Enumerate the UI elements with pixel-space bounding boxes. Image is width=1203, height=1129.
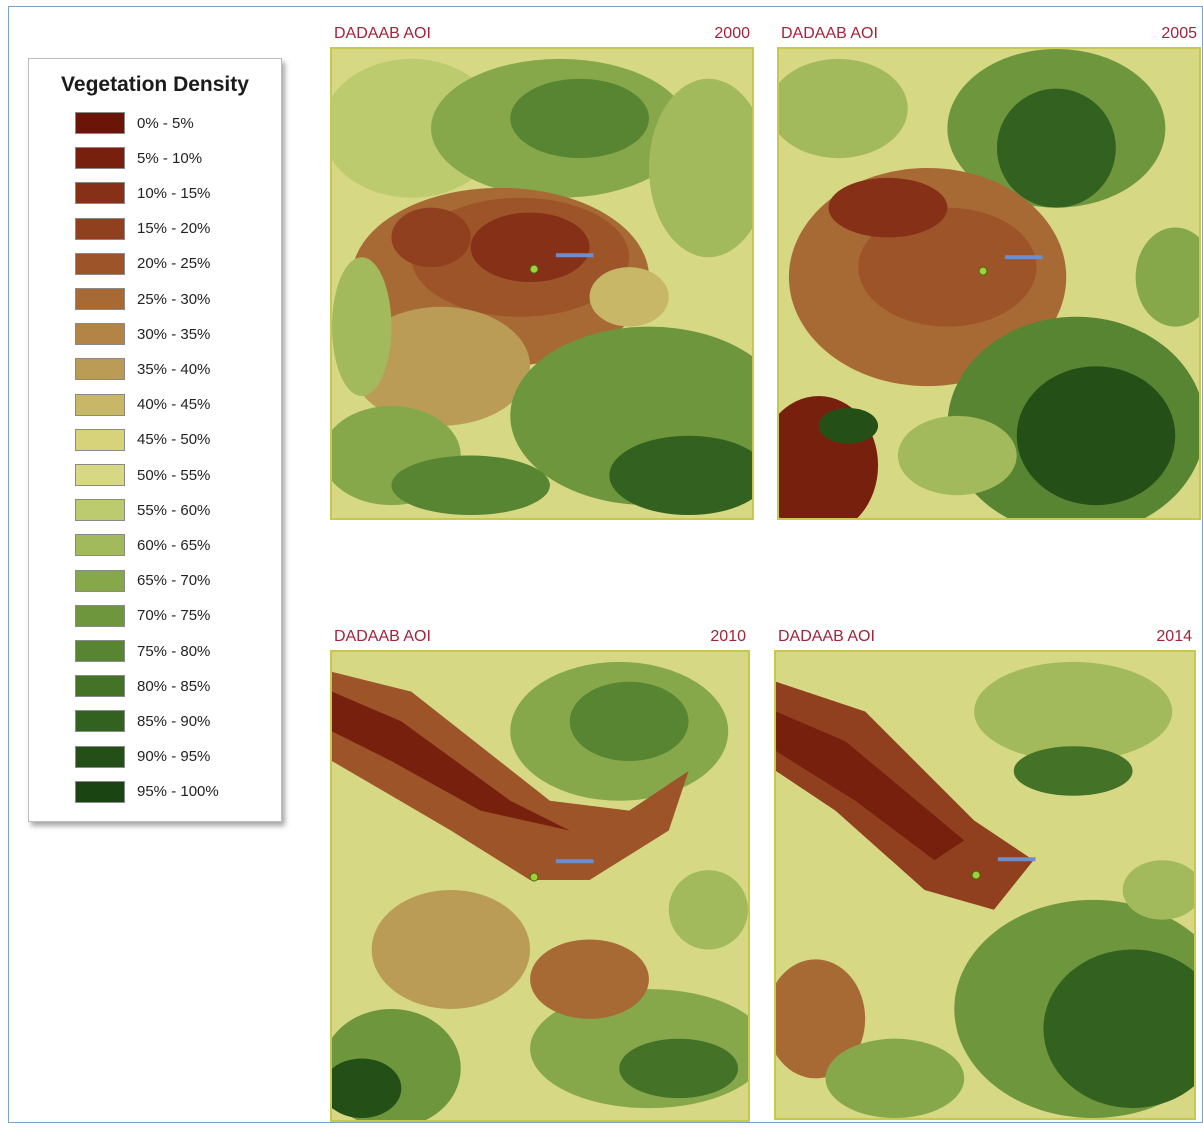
legend-item: 35% - 40% (75, 357, 210, 381)
legend-item: 15% - 20% (75, 217, 210, 241)
vegetation-map-2000 (330, 47, 754, 520)
legend-label: 5% - 10% (137, 150, 202, 167)
vegetation-map-2014 (774, 650, 1196, 1120)
legend-swatch (75, 358, 125, 380)
vegetation-raster (332, 652, 748, 1120)
legend-item: 10% - 15% (75, 181, 210, 205)
vegetation-map-2005 (777, 47, 1201, 520)
legend-swatch (75, 746, 125, 768)
map-header: DADAAB AOI 2010 (330, 628, 750, 648)
legend-label: 25% - 30% (137, 291, 210, 308)
scale-bar (556, 253, 594, 257)
map-year: 2010 (710, 628, 746, 646)
legend-item: 80% - 85% (75, 674, 210, 698)
legend-swatch (75, 534, 125, 556)
legend-item: 0% - 5% (75, 111, 194, 135)
legend-swatch (75, 429, 125, 451)
legend-item: 30% - 35% (75, 322, 210, 346)
location-marker (972, 871, 980, 879)
legend-swatch (75, 570, 125, 592)
scale-bar (1005, 255, 1043, 259)
legend-label: 70% - 75% (137, 607, 210, 624)
map-year: 2014 (1156, 628, 1192, 646)
legend-item: 70% - 75% (75, 604, 210, 628)
scale-bar (998, 857, 1036, 861)
map-title: DADAAB AOI (334, 25, 431, 43)
legend-swatch (75, 323, 125, 345)
legend-item: 90% - 95% (75, 745, 210, 769)
legend-label: 10% - 15% (137, 185, 210, 202)
legend-label: 65% - 70% (137, 572, 210, 589)
legend-label: 90% - 95% (137, 748, 210, 765)
legend: Vegetation Density 0% - 5% 5% - 10% 10% - … (28, 58, 282, 822)
legend-item: 25% - 30% (75, 287, 210, 311)
vegetation-raster (779, 49, 1199, 518)
legend-item: 60% - 65% (75, 533, 210, 557)
legend-label: 45% - 50% (137, 431, 210, 448)
legend-swatch (75, 112, 125, 134)
legend-label: 0% - 5% (137, 115, 194, 132)
legend-item: 85% - 90% (75, 709, 210, 733)
legend-swatch (75, 710, 125, 732)
legend-item: 20% - 25% (75, 252, 210, 276)
map-header: DADAAB AOI 2000 (330, 25, 754, 45)
legend-swatch (75, 288, 125, 310)
legend-item: 55% - 60% (75, 498, 210, 522)
map-title: DADAAB AOI (778, 628, 875, 646)
legend-label: 80% - 85% (137, 678, 210, 695)
legend-item: 5% - 10% (75, 146, 202, 170)
legend-item: 95% - 100% (75, 780, 219, 804)
map-title: DADAAB AOI (334, 628, 431, 646)
legend-item: 75% - 80% (75, 639, 210, 663)
map-year: 2005 (1161, 25, 1197, 43)
map-year: 2000 (714, 25, 750, 43)
location-marker (979, 267, 987, 275)
legend-swatch (75, 147, 125, 169)
legend-label: 75% - 80% (137, 643, 210, 660)
legend-label: 60% - 65% (137, 537, 210, 554)
legend-item: 40% - 45% (75, 393, 210, 417)
legend-swatch (75, 640, 125, 662)
scale-bar (556, 859, 594, 863)
map-title: DADAAB AOI (781, 25, 878, 43)
legend-label: 95% - 100% (137, 783, 219, 800)
legend-swatch (75, 781, 125, 803)
location-marker (530, 873, 538, 881)
legend-item: 65% - 70% (75, 569, 210, 593)
map-header: DADAAB AOI 2005 (777, 25, 1201, 45)
vegetation-raster (332, 49, 752, 518)
legend-label: 40% - 45% (137, 396, 210, 413)
vegetation-map-2010 (330, 650, 750, 1122)
legend-swatch (75, 218, 125, 240)
legend-title: Vegetation Density (29, 73, 281, 97)
legend-label: 35% - 40% (137, 361, 210, 378)
legend-item: 50% - 55% (75, 463, 210, 487)
legend-label: 50% - 55% (137, 467, 210, 484)
legend-label: 85% - 90% (137, 713, 210, 730)
legend-swatch (75, 182, 125, 204)
legend-swatch (75, 499, 125, 521)
legend-label: 15% - 20% (137, 220, 210, 237)
vegetation-raster (776, 652, 1194, 1118)
legend-swatch (75, 605, 125, 627)
legend-label: 30% - 35% (137, 326, 210, 343)
legend-swatch (75, 464, 125, 486)
legend-item: 45% - 50% (75, 428, 210, 452)
legend-swatch (75, 394, 125, 416)
legend-label: 20% - 25% (137, 255, 210, 272)
legend-label: 55% - 60% (137, 502, 210, 519)
legend-swatch (75, 675, 125, 697)
legend-swatch (75, 253, 125, 275)
location-marker (530, 265, 538, 273)
map-header: DADAAB AOI 2014 (774, 628, 1196, 648)
